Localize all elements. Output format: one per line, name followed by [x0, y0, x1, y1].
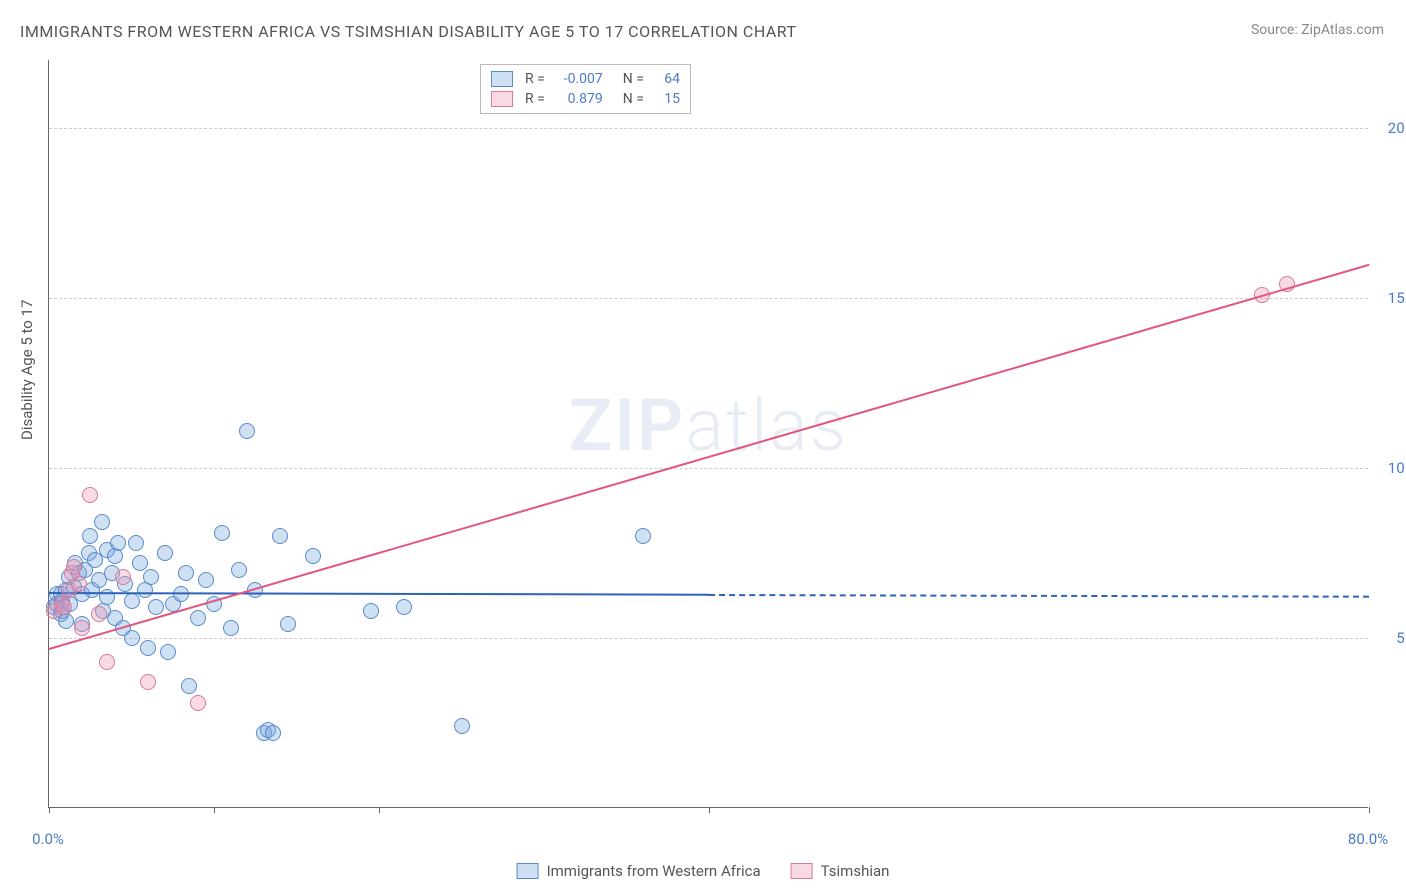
stats-legend: R =-0.007N =64R =0.879N =15 — [480, 64, 691, 114]
data-point — [94, 514, 110, 530]
data-point — [143, 569, 159, 585]
correlation-chart: IMMIGRANTS FROM WESTERN AFRICA VS TSIMSH… — [0, 0, 1406, 892]
gridline — [49, 298, 1368, 299]
x-tick — [709, 807, 710, 813]
data-point — [91, 606, 107, 622]
x-tick — [49, 807, 50, 813]
y-axis-label: Disability Age 5 to 17 — [18, 300, 36, 440]
data-point — [140, 674, 156, 690]
legend-label: Tsimshian — [821, 862, 890, 880]
gridline — [49, 468, 1368, 469]
data-point — [74, 620, 90, 636]
x-tick — [214, 807, 215, 813]
data-point — [454, 718, 470, 734]
data-point — [239, 423, 255, 439]
legend-label: Immigrants from Western Africa — [547, 862, 761, 880]
gridline — [49, 638, 1368, 639]
data-point — [190, 610, 206, 626]
data-point — [272, 528, 288, 544]
legend-row: R =-0.007N =64 — [491, 69, 680, 89]
data-point — [140, 640, 156, 656]
data-point — [99, 654, 115, 670]
data-point — [231, 562, 247, 578]
data-point — [181, 678, 197, 694]
data-point — [82, 528, 98, 544]
y-tick-label: 20.0% — [1388, 119, 1406, 137]
data-point — [132, 555, 148, 571]
data-point — [363, 603, 379, 619]
series-legend: Immigrants from Western Africa Tsimshian — [517, 862, 890, 880]
bottom-legend-item: Tsimshian — [791, 862, 890, 880]
data-point — [71, 576, 87, 592]
data-point — [178, 565, 194, 581]
y-tick-label: 5.0% — [1396, 629, 1406, 647]
legend-row: R =0.879N =15 — [491, 89, 680, 109]
data-point — [198, 572, 214, 588]
data-point — [190, 695, 206, 711]
legend-swatch — [517, 863, 539, 879]
data-point — [305, 548, 321, 564]
data-point — [157, 545, 173, 561]
data-point — [124, 593, 140, 609]
legend-swatch — [791, 863, 813, 879]
trend-line-dashed — [709, 594, 1369, 598]
data-point — [66, 559, 82, 575]
data-point — [124, 630, 140, 646]
y-tick-label: 10.0% — [1388, 459, 1406, 477]
data-point — [160, 644, 176, 660]
data-point — [115, 569, 131, 585]
bottom-legend-item: Immigrants from Western Africa — [517, 862, 761, 880]
legend-swatch — [491, 71, 513, 87]
legend-swatch — [491, 91, 513, 107]
data-point — [396, 599, 412, 615]
data-point — [223, 620, 239, 636]
x-tick-label: 80.0% — [1348, 830, 1388, 848]
data-point — [56, 599, 72, 615]
data-point — [635, 528, 651, 544]
plot-area: ZIPatlas 5.0%10.0%15.0%20.0% — [48, 60, 1368, 808]
data-point — [214, 525, 230, 541]
trend-line — [49, 264, 1370, 650]
y-tick-label: 15.0% — [1388, 289, 1406, 307]
x-tick — [1369, 807, 1370, 813]
data-point — [107, 548, 123, 564]
data-point — [128, 535, 144, 551]
data-point — [82, 487, 98, 503]
data-point — [265, 725, 281, 741]
chart-title: IMMIGRANTS FROM WESTERN AFRICA VS TSIMSH… — [20, 22, 797, 41]
x-tick-label: 0.0% — [32, 830, 64, 848]
data-point — [280, 616, 296, 632]
source-attribution: Source: ZipAtlas.com — [1251, 22, 1384, 38]
gridline — [49, 128, 1368, 129]
data-point — [110, 535, 126, 551]
x-tick — [379, 807, 380, 813]
data-point — [148, 599, 164, 615]
